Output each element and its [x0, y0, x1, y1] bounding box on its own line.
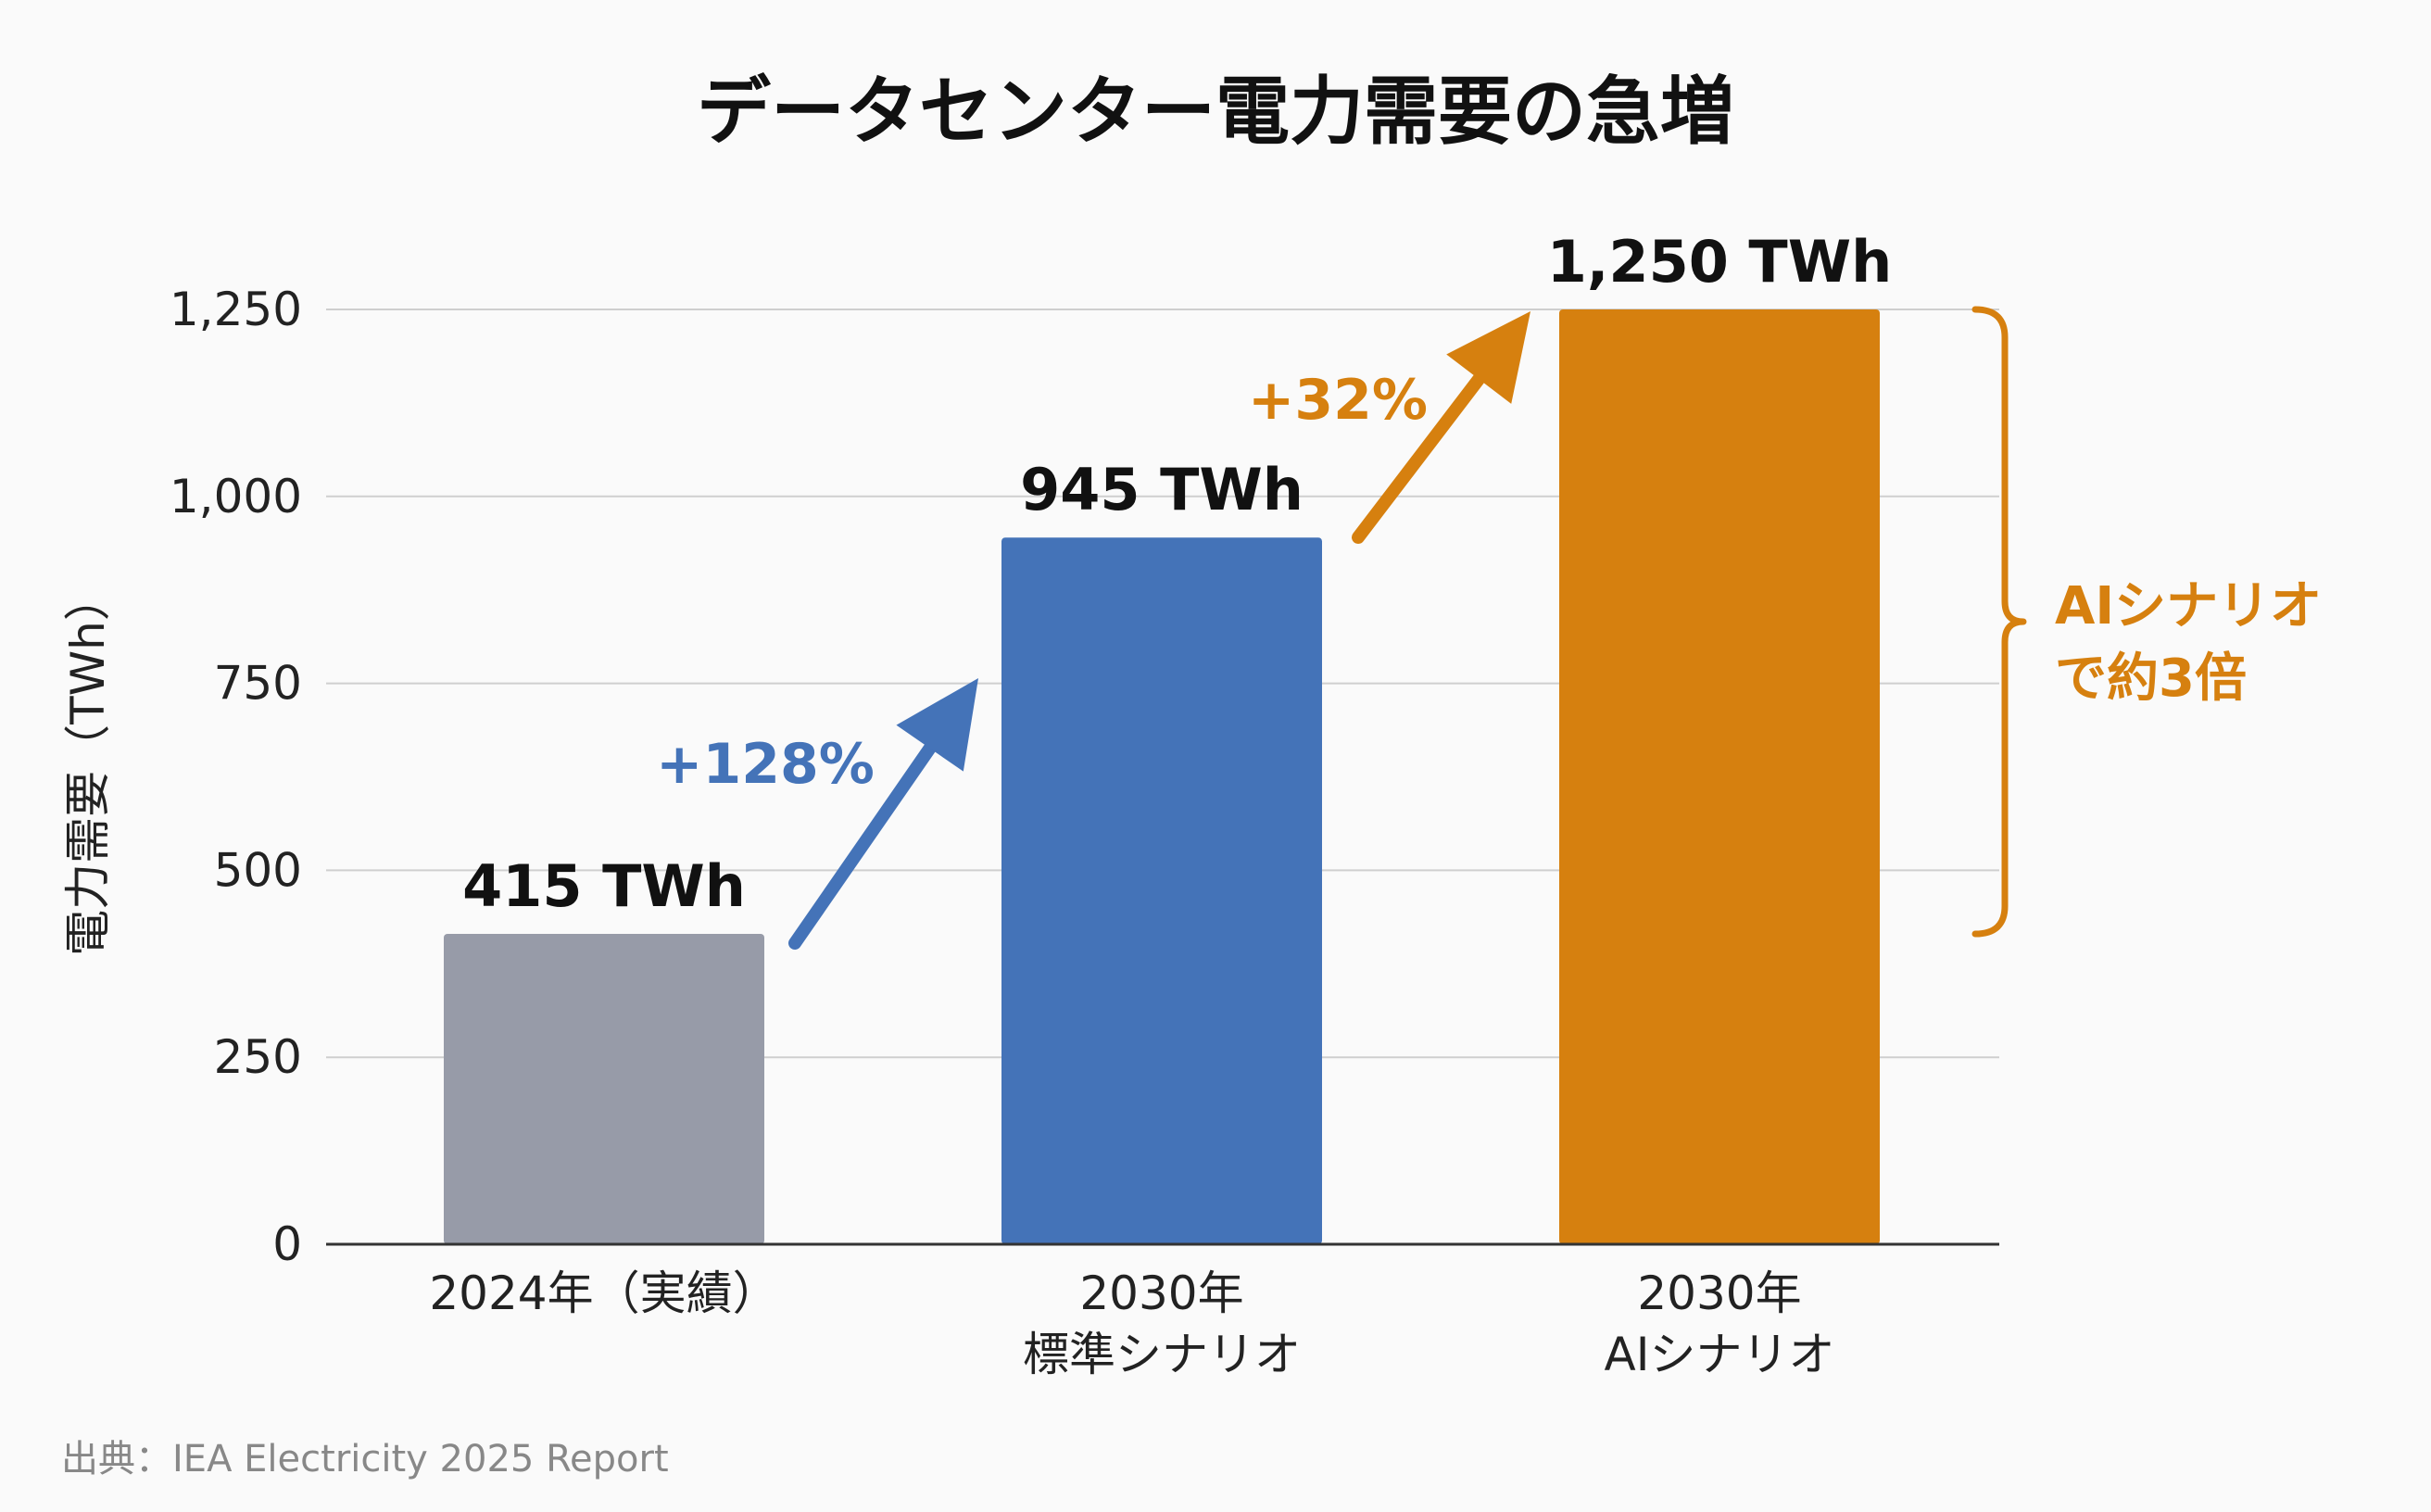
y-tick-label: 750: [214, 657, 302, 711]
growth-label: +32%: [1248, 368, 1428, 433]
data-labels: 415 TWh 945 TWh 1,250 TWh: [462, 228, 1892, 920]
bar: [1001, 537, 1322, 1244]
arrow-head: [896, 678, 978, 772]
category-label: AIシナリオ: [1605, 1328, 1835, 1381]
source-note: 出典：IEA Electricity 2025 Report: [61, 1438, 669, 1480]
category-label: 2030年: [1637, 1266, 1801, 1320]
bars: [444, 309, 1880, 1244]
bracket-note: AIシナリオ: [2055, 576, 2322, 636]
growth-arrows: +128% +32%: [656, 311, 1530, 950]
y-tick-label: 1,000: [170, 470, 302, 523]
y-tick-label: 250: [214, 1030, 302, 1084]
category-label: 標準シナリオ: [1023, 1328, 1301, 1381]
arrow-head: [1446, 311, 1530, 404]
bar: [444, 934, 764, 1244]
arrow-shaft: [1352, 372, 1486, 544]
data-label: 1,250 TWh: [1547, 228, 1893, 296]
y-axis-ticks: 0 250 500 750 1,000 1,250: [170, 283, 302, 1271]
y-tick-label: 0: [272, 1217, 302, 1271]
data-label: 945 TWh: [1020, 456, 1304, 523]
data-label: 415 TWh: [462, 852, 746, 920]
category-label: 2030年: [1079, 1266, 1243, 1320]
arrow-shaft: [788, 741, 937, 950]
growth-label: +128%: [656, 732, 875, 797]
y-axis-label: 電力需要（TWh）: [61, 574, 115, 956]
bracket-note: で約3倍: [2055, 649, 2247, 709]
bracket-line: [1971, 306, 2027, 938]
y-tick-label: 1,250: [170, 283, 302, 336]
category-label: 2024年（実績）: [429, 1266, 778, 1320]
y-tick-label: 500: [214, 843, 302, 897]
chart-title: データセンター電力需要の急増: [697, 69, 1734, 155]
bar: [1559, 309, 1880, 1244]
